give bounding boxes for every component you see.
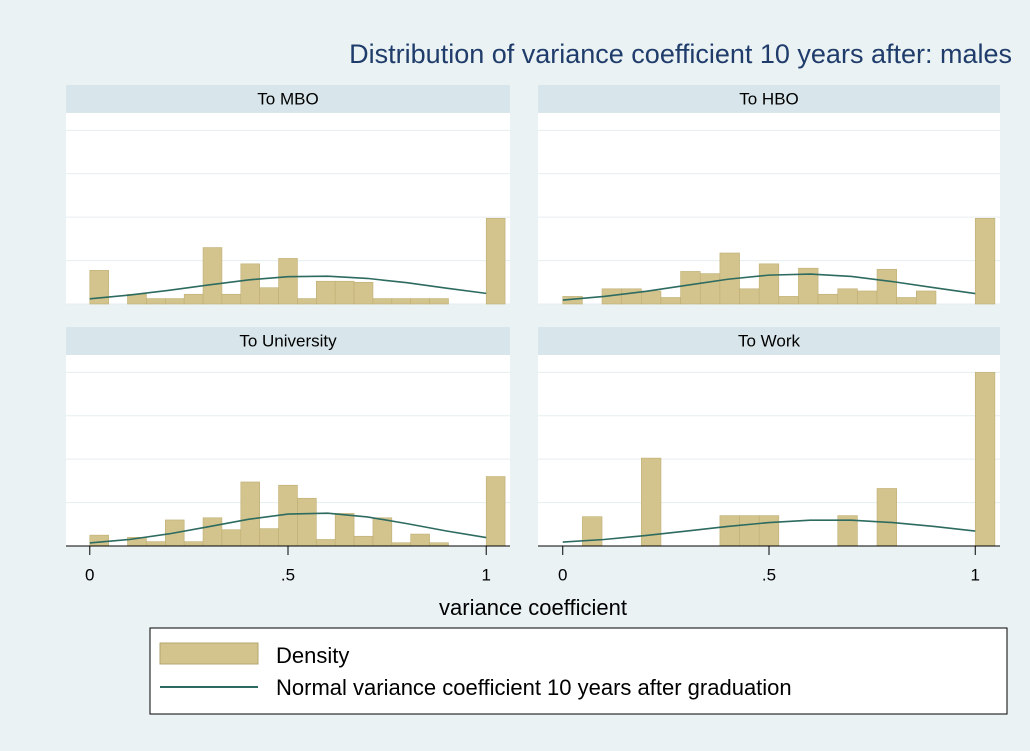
histogram-bar (485, 217, 506, 305)
histogram-bar (974, 372, 996, 547)
panel: To HBO (538, 85, 1000, 305)
panel-title: To Work (738, 331, 801, 350)
panel: To University 0 .5 1 (66, 327, 510, 584)
histogram-bar (974, 217, 996, 305)
panel-strip (538, 327, 1000, 355)
histogram-bar (316, 280, 336, 305)
panel-strip (538, 85, 1000, 113)
histogram-bar (739, 288, 760, 305)
histogram-bar (410, 298, 430, 305)
x-axis-label: variance coefficient (439, 595, 627, 620)
panel-title: To MBO (257, 89, 318, 108)
histogram-bar (582, 516, 603, 547)
normal-curve (89, 512, 487, 544)
panel: To Work 0 .5 1 (538, 327, 1000, 584)
histogram-bar (758, 263, 780, 305)
histogram-bar (353, 535, 374, 547)
normal-curve (562, 519, 976, 543)
histogram-bar (699, 273, 721, 305)
histogram-bar (221, 293, 242, 305)
histogram-bar (278, 258, 298, 305)
histogram-bar (183, 541, 204, 547)
panel-strip (66, 327, 510, 355)
histogram-bar (429, 298, 449, 305)
normal-curve (562, 273, 976, 301)
histogram-bar (876, 268, 897, 305)
histogram-bar (778, 296, 799, 305)
histogram-bar (372, 298, 393, 305)
x-tick-label: .5 (762, 565, 776, 584)
histogram-bar (202, 517, 223, 547)
histogram-bar (660, 297, 681, 305)
histogram-bar (739, 515, 760, 547)
histogram-bar (240, 481, 260, 547)
histogram-bar (485, 476, 506, 547)
histogram-bar (334, 280, 355, 305)
legend-items: Density Normal variance coefficient 10 ye… (159, 642, 792, 700)
histogram-bar (857, 290, 878, 305)
histogram-bar (89, 270, 109, 305)
histogram-bar (316, 539, 336, 547)
histogram-bar (259, 287, 279, 305)
histogram-bar (641, 457, 662, 547)
histogram-bar (562, 296, 583, 305)
x-tick-label: 0 (85, 565, 94, 584)
histogram-bar (297, 497, 317, 547)
histogram-bar (391, 298, 411, 305)
histogram-bar (916, 290, 937, 305)
panel-title: To HBO (739, 89, 799, 108)
chart-title: Distribution of variance coefficient 10 … (349, 39, 1012, 69)
panel-title: To University (239, 331, 337, 350)
x-tick-label: 1 (971, 565, 980, 584)
histogram-bar (680, 271, 701, 305)
histogram-bar (202, 247, 223, 305)
legend-label: Normal variance coefficient 10 years aft… (276, 675, 792, 700)
histogram-bar (372, 517, 393, 547)
legend-swatch (159, 642, 259, 665)
histogram-bar (758, 515, 780, 547)
x-tick-label: 0 (558, 565, 567, 584)
histogram-bar (146, 541, 166, 547)
panel-strip (66, 85, 510, 113)
histogram-bar (89, 534, 109, 547)
histogram-bar (641, 290, 662, 305)
histogram-bar (221, 529, 242, 547)
x-tick-label: .5 (281, 565, 295, 584)
panels: To MBO To HBO To University 0 .5 1 To Work 0 .5 1 (66, 85, 1000, 584)
histogram-bar (183, 293, 204, 305)
legend-label: Density (276, 643, 349, 668)
histogram-bar (297, 298, 317, 305)
histogram-bar (798, 267, 819, 305)
histogram-bar (896, 297, 917, 305)
histogram-bar (240, 263, 260, 305)
panel: To MBO (66, 85, 510, 305)
histogram-bar (259, 528, 279, 547)
histogram-bar (876, 488, 897, 547)
histogram-bar (410, 533, 430, 547)
histogram-bar (817, 293, 839, 305)
legend (149, 627, 1008, 715)
histogram-bar (837, 288, 858, 305)
histogram-bar (146, 298, 166, 305)
histogram-bar (334, 513, 355, 547)
histogram-bar (165, 298, 185, 305)
histogram-bar (719, 515, 740, 547)
histogram-bar (621, 288, 642, 305)
histogram-bar (353, 281, 374, 305)
normal-curve (89, 275, 487, 300)
x-tick-label: 1 (481, 565, 490, 584)
plot-area (538, 355, 1000, 546)
